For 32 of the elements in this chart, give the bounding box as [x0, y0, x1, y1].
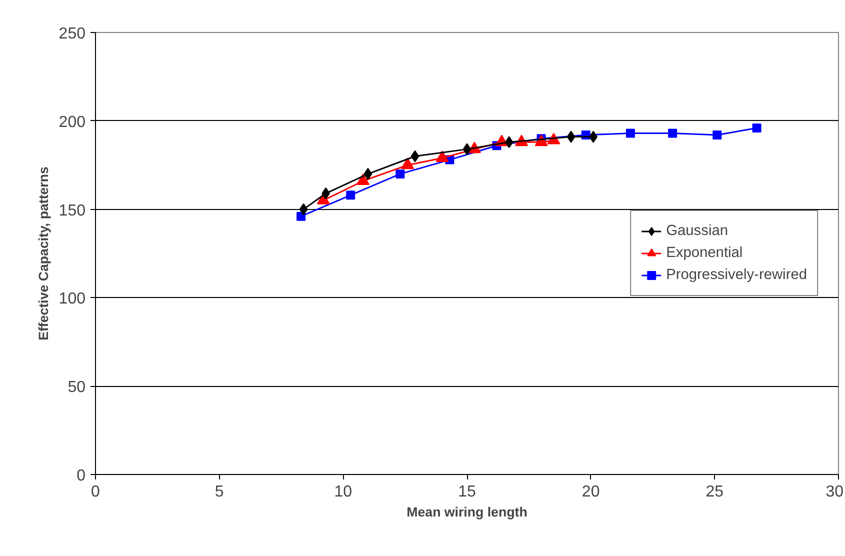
point — [396, 169, 405, 178]
x-tick-label: 25 — [706, 484, 724, 500]
point — [626, 128, 635, 138]
point — [364, 168, 372, 180]
point — [346, 190, 356, 200]
x-tick-label: 5 — [214, 484, 224, 500]
y-tick-label: 100 — [58, 290, 86, 308]
x-tick-label: 20 — [582, 484, 600, 500]
point — [410, 150, 420, 162]
x-tick-label: 0 — [91, 484, 100, 500]
legend-label: Progressively-rewired — [666, 267, 807, 283]
x-tick-label: 15 — [458, 484, 476, 500]
y-tick-label: 0 — [76, 468, 86, 484]
point — [462, 143, 472, 156]
point — [504, 136, 514, 148]
x-tick-label: 30 — [826, 484, 844, 500]
point — [296, 212, 306, 221]
point — [712, 130, 722, 140]
y-tick-label: 200 — [58, 114, 86, 131]
x-tick-label: 10 — [334, 484, 352, 500]
y-tick-label: 250 — [58, 26, 86, 42]
y-tick-label: 150 — [58, 202, 86, 220]
y-tick-label: 50 — [68, 379, 86, 396]
legend-label: Exponential — [666, 245, 743, 261]
point — [566, 130, 576, 143]
point — [401, 158, 414, 170]
point — [752, 123, 762, 132]
point — [299, 203, 308, 216]
point — [668, 128, 678, 138]
legend-label: Gaussian — [666, 223, 728, 239]
y-axis-title: Effective Capacity, patterns — [36, 166, 51, 340]
x-axis-title: Mean wiring length — [406, 504, 528, 520]
